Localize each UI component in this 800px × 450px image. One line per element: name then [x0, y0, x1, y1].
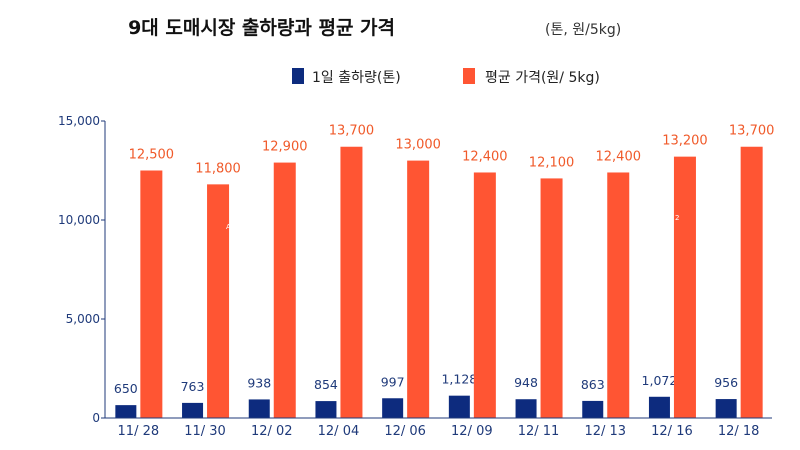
bar-group: 763 11,800: [181, 161, 241, 418]
data-label-price: 12,900: [262, 140, 308, 155]
bar-price: [740, 146, 763, 419]
bar-group: 1,128 12,400: [441, 149, 508, 418]
data-label-price: 13,700: [329, 124, 375, 139]
data-label-shipment: 1,128: [441, 372, 477, 387]
bar-shipment: [715, 399, 737, 418]
data-label-price: 12,100: [529, 155, 575, 170]
data-label-shipment: 997: [381, 374, 405, 389]
data-label-shipment: 763: [181, 379, 205, 394]
y-tick-label: 0: [92, 411, 100, 425]
x-tick-label: 12/ 06: [384, 424, 426, 439]
bar-price: [140, 170, 163, 418]
x-tick-label: 12/ 02: [251, 424, 293, 439]
data-label-price: 13,200: [662, 134, 708, 149]
x-tick-label: 11/ 30: [184, 424, 226, 439]
chart-title-text: 9대 도매시장 출하량과 평균 가격: [128, 17, 395, 39]
data-label-price: 12,400: [462, 149, 508, 164]
y-tick-label: 15,000: [58, 114, 100, 128]
data-label-price: 11,800: [195, 161, 241, 176]
bar-group: 650 12,500: [114, 148, 175, 418]
bar-shipment: [315, 401, 337, 418]
bar-price: [273, 162, 296, 418]
bar-shipment: [582, 400, 604, 418]
bar-group: 997 13,000: [381, 138, 441, 418]
x-tick-label: 11/ 28: [118, 424, 160, 439]
y-tick-label: 10,000: [58, 213, 100, 227]
bar-group: 863 12,400: [581, 149, 641, 418]
x-tick-label: 12/ 09: [451, 424, 493, 439]
bar-group: 938 12,900: [247, 140, 308, 418]
data-label-shipment: 1,072: [642, 373, 678, 388]
legend-swatch-shipment: [292, 68, 304, 84]
bar-price: [607, 172, 630, 418]
bar-group: 1,072 13,200: [642, 134, 708, 418]
data-label-shipment: 948: [514, 375, 538, 390]
data-label-price: 12,500: [129, 148, 175, 163]
bar-shipment: [248, 399, 270, 418]
bar-shipment: [115, 405, 137, 418]
x-tick-label: 12/ 18: [718, 424, 760, 439]
x-tick-label: 12/ 11: [518, 424, 560, 439]
stray-mark: 2: [675, 214, 679, 222]
legend-swatch-price: [463, 68, 475, 84]
bar-price: [473, 172, 496, 418]
data-label-shipment: 863: [581, 377, 605, 392]
chart-title: 9대 도매시장 출하량과 평균 가격 (톤, 원/5kg): [128, 17, 621, 39]
data-label-shipment: 938: [247, 375, 271, 390]
bar-price: [207, 184, 230, 418]
data-label-shipment: 956: [714, 375, 738, 390]
bar-shipment: [382, 398, 404, 418]
x-tick-label: 12/ 13: [584, 424, 626, 439]
bar-price: [340, 146, 363, 419]
chart-unit-note: (톤, 원/5kg): [545, 22, 621, 38]
data-label-price: 13,000: [395, 138, 441, 153]
bar-shipment: [648, 396, 670, 418]
x-axis: 11/ 28 11/ 30 12/ 02 12/ 04 12/ 06 12/ 09 12/ …: [105, 417, 772, 439]
data-label-shipment: 854: [314, 377, 338, 392]
legend: 1일 출하량(톤) 평균 가격(원/ 5kg): [292, 68, 600, 86]
bar-price: [407, 160, 430, 418]
legend-label-shipment: 1일 출하량(톤): [312, 70, 401, 86]
bar-price: [540, 178, 563, 418]
bar-shipment: [515, 399, 537, 418]
bar-price: [673, 156, 696, 418]
bar-group: 956 13,700: [714, 124, 775, 419]
legend-label-price: 평균 가격(원/ 5kg): [485, 70, 600, 86]
data-label-shipment: 650: [114, 381, 138, 396]
stray-mark: A: [226, 223, 231, 231]
bar-group: 854 13,700: [314, 124, 375, 419]
bar-group: 948 12,100: [514, 155, 574, 418]
y-tick-label: 5,000: [66, 312, 100, 326]
data-label-price: 13,700: [729, 124, 775, 139]
x-tick-label: 12/ 16: [651, 424, 693, 439]
data-label-price: 12,400: [596, 149, 642, 164]
bars: 650 12,500 763 11,800 938 12,900 854 13,700 997 1…: [114, 124, 775, 419]
bar-shipment: [182, 402, 204, 418]
bar-shipment: [448, 395, 470, 418]
y-axis: 0 5,000 10,000 15,000: [58, 114, 106, 425]
x-tick-label: 12/ 04: [318, 424, 360, 439]
